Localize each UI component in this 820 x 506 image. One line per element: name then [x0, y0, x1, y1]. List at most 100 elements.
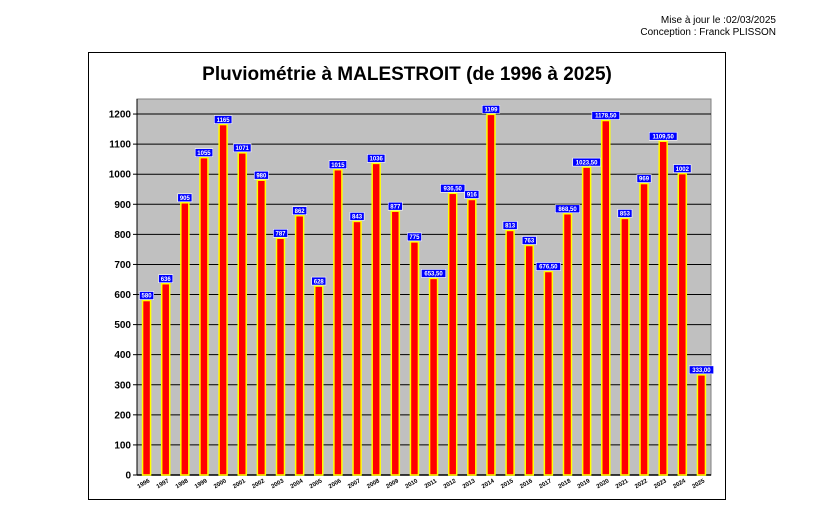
x-tick-label: 2023 — [653, 478, 668, 490]
data-label: 763 — [524, 239, 535, 245]
data-label-box — [481, 105, 501, 114]
data-label: 868,50 — [558, 207, 577, 213]
data-label: 1023,50 — [576, 160, 598, 166]
data-label: 653,50 — [424, 272, 443, 278]
x-tick-label: 2021 — [615, 478, 630, 490]
bar — [409, 241, 420, 476]
data-label-box — [177, 193, 193, 203]
data-label-box — [214, 115, 233, 124]
y-tick-label: 900 — [114, 200, 131, 211]
bar — [160, 282, 171, 476]
author-credit: Conception : Franck PLISSON — [640, 27, 776, 38]
x-tick-label: 1998 — [175, 478, 190, 490]
data-label: 676,50 — [539, 265, 558, 271]
x-tick-label: 2015 — [500, 478, 515, 490]
y-tick-label: 400 — [114, 350, 131, 361]
x-tick-label: 1999 — [194, 478, 209, 490]
bar — [314, 285, 324, 476]
data-label-box — [139, 291, 154, 300]
data-label: 1165 — [217, 118, 231, 124]
plot-area — [136, 98, 712, 476]
x-tick-label: 1997 — [156, 478, 171, 490]
x-tick-label: 2010 — [404, 478, 419, 490]
data-label-box — [617, 209, 633, 218]
y-tick-label: 0 — [125, 471, 131, 482]
data-label: 813 — [505, 224, 516, 230]
x-tick-label: 1996 — [137, 478, 152, 490]
bar — [505, 229, 515, 476]
x-tick-label: 2024 — [672, 478, 687, 490]
x-tick-label: 2003 — [271, 478, 286, 490]
bar — [275, 237, 286, 476]
y-tick-label: 600 — [114, 290, 131, 301]
bar — [218, 123, 228, 476]
bar — [199, 156, 209, 476]
bar — [333, 168, 343, 476]
x-tick-label: 2005 — [309, 478, 324, 490]
data-label-box — [328, 160, 348, 169]
x-tick-label: 2017 — [538, 478, 553, 490]
x-tick-label: 2011 — [424, 478, 439, 490]
bar — [390, 210, 401, 476]
data-label-box — [292, 206, 308, 216]
data-label-box — [421, 269, 447, 278]
data-label: 628 — [314, 279, 325, 285]
x-tick-label: 2020 — [596, 478, 611, 490]
data-label-box — [311, 276, 327, 286]
bar — [581, 166, 592, 476]
x-tick-label: 2022 — [634, 478, 649, 490]
x-tick-label: 2007 — [347, 478, 362, 490]
x-tick-label: 2002 — [251, 478, 266, 490]
x-tick-label: 2000 — [213, 478, 228, 490]
x-tick-label: 2006 — [328, 478, 343, 490]
data-label: 843 — [352, 215, 363, 221]
data-label-box — [464, 190, 480, 199]
data-label-box — [194, 148, 214, 157]
bar — [447, 192, 458, 476]
x-tick-label: 2004 — [290, 478, 305, 490]
y-tick-label: 500 — [114, 320, 131, 331]
data-label: 877 — [390, 204, 401, 210]
bar — [237, 152, 247, 476]
data-label-box — [387, 201, 403, 211]
data-label-box — [158, 274, 174, 283]
bar — [543, 270, 554, 476]
data-label: 853 — [620, 212, 631, 218]
bar — [141, 299, 152, 476]
data-label: 916 — [467, 193, 478, 199]
x-tick-label: 2013 — [462, 478, 477, 490]
bar — [658, 140, 668, 476]
data-label-box — [673, 164, 692, 173]
data-label: 905 — [180, 196, 191, 202]
data-label-box — [273, 228, 288, 238]
data-label: 1199 — [484, 108, 498, 114]
data-label: 1002 — [676, 167, 690, 173]
x-tick-label: 2009 — [385, 478, 400, 490]
bar — [601, 119, 611, 476]
x-tick-label: 2012 — [443, 478, 458, 490]
data-label: 775 — [409, 235, 420, 241]
data-label-box — [253, 170, 269, 180]
bar — [467, 198, 477, 476]
data-label: 1109,50 — [652, 134, 674, 140]
x-tick-label: 2019 — [577, 478, 592, 490]
data-label-box — [349, 212, 365, 221]
bar — [180, 202, 190, 476]
data-label: 1036 — [369, 157, 383, 163]
data-label-box — [648, 131, 678, 141]
data-label-box — [636, 174, 652, 183]
bar — [352, 220, 362, 476]
bar — [256, 179, 267, 476]
data-label: 1055 — [197, 151, 211, 157]
bar — [620, 217, 630, 476]
y-tick-label: 300 — [114, 380, 131, 391]
bar — [562, 213, 573, 476]
x-tick-label: 2014 — [481, 478, 496, 490]
bar — [428, 277, 439, 476]
data-label: 1178,50 — [595, 114, 617, 120]
x-tick-label: 2018 — [558, 478, 573, 490]
data-label: 636 — [161, 277, 172, 283]
bar — [371, 162, 381, 476]
data-label-box — [554, 204, 580, 214]
bar — [639, 182, 649, 476]
